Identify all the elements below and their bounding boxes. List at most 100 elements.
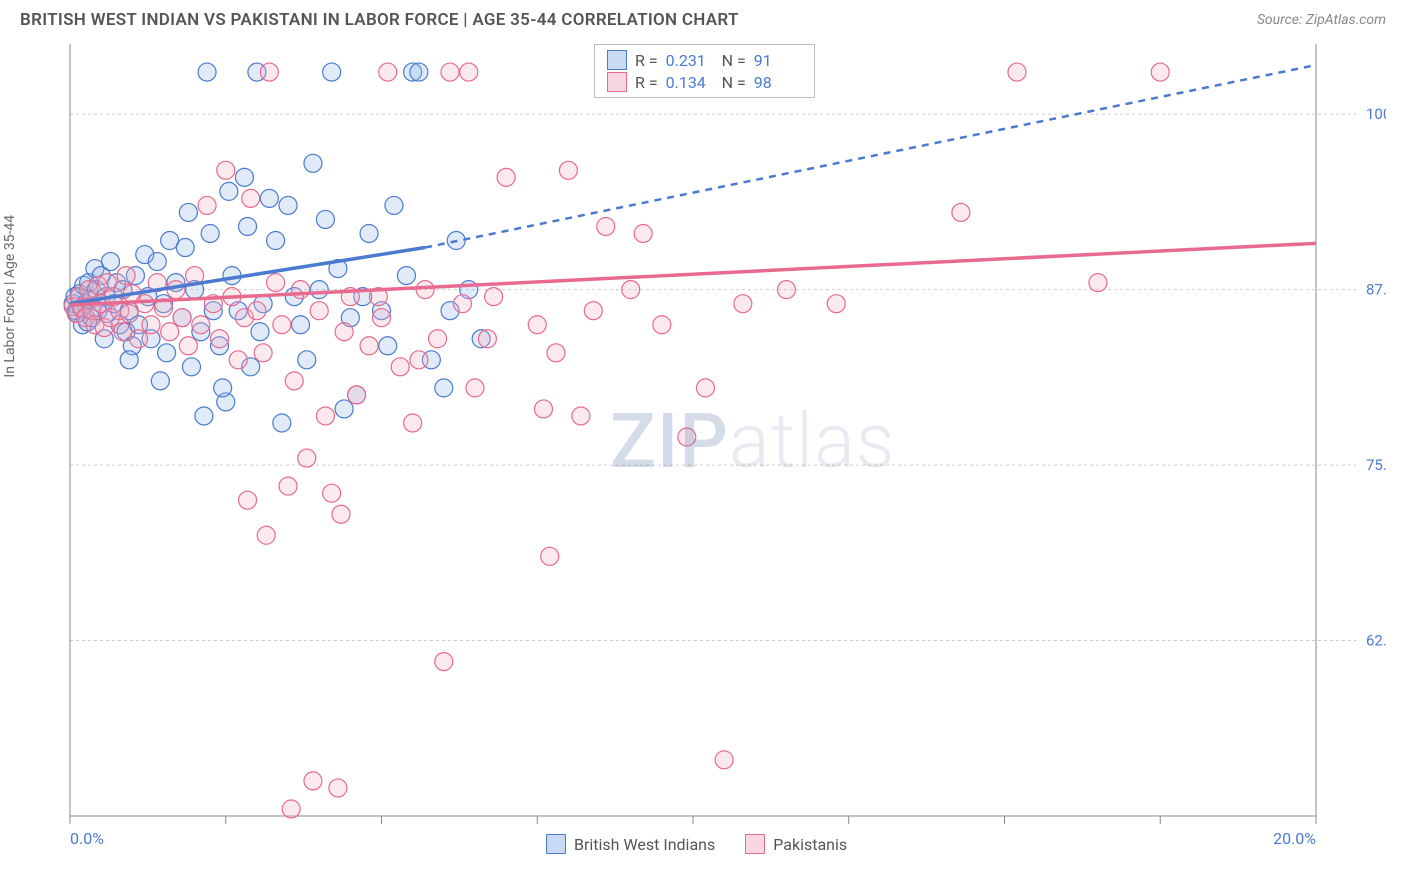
data-point [235,168,253,186]
data-point [323,484,341,502]
data-point [734,295,752,313]
data-point [696,379,714,397]
legend-swatch [745,834,765,854]
data-point [335,400,353,418]
chart-area: In Labor Force | Age 35-44 62.5%75.0%87.… [20,36,1386,866]
data-point [323,63,341,81]
data-point [142,316,160,334]
data-point [217,161,235,179]
data-point [279,196,297,214]
data-point [528,316,546,334]
data-point [229,351,247,369]
data-point [634,224,652,242]
scatter-chart: 62.5%75.0%87.5%100.0%0.0%20.0% [20,36,1386,866]
series-legend: British West Indians Pakistanis [546,834,847,854]
legend-n-value: 98 [754,73,802,92]
data-point [1151,63,1169,81]
data-point [715,751,733,769]
chart-header: BRITISH WEST INDIAN VS PAKISTANI IN LABO… [0,0,1406,36]
data-point [173,309,191,327]
data-point [257,526,275,544]
data-point [211,330,229,348]
data-point [777,281,795,299]
data-point [148,253,166,271]
chart-source: Source: ZipAtlas.com [1257,12,1386,28]
data-point [214,379,232,397]
data-point [292,316,310,334]
legend-n-value: 91 [754,51,802,70]
data-point [622,281,640,299]
data-point [453,295,471,313]
legend-row: R =0.231N =91 [595,49,814,71]
data-point [547,344,565,362]
data-point [391,358,409,376]
legend-row: R =0.134N =98 [595,71,814,93]
data-point [1089,274,1107,292]
y-tick-label: 62.5% [1366,632,1386,650]
x-tick-label: 20.0% [1273,829,1316,848]
correlation-legend: R =0.231N =91R =0.134N =98 [594,44,815,98]
data-point [267,274,285,292]
data-point [497,168,515,186]
data-point [273,414,291,432]
data-point [310,302,328,320]
data-point [195,407,213,425]
data-point [198,196,216,214]
data-point [466,379,484,397]
x-tick-label: 0.0% [70,829,104,848]
data-point [385,196,403,214]
legend-n-label: N = [722,73,746,92]
data-point [410,63,428,81]
data-point [179,203,197,221]
data-point [242,189,260,207]
legend-swatch [607,50,627,70]
data-point [584,302,602,320]
data-point [136,295,154,313]
y-axis-title: In Labor Force | Age 35-44 [2,215,18,378]
data-point [285,372,303,390]
data-point [117,267,135,285]
data-point [559,161,577,179]
data-point [952,203,970,221]
data-point [678,428,696,446]
data-point [239,491,257,509]
data-point [273,316,291,334]
data-point [220,182,238,200]
data-point [182,358,200,376]
data-point [248,302,266,320]
trend-line-extrapolated [425,65,1316,247]
data-point [416,281,434,299]
legend-swatch [607,72,627,92]
data-point [120,304,138,322]
y-tick-label: 75.0% [1366,456,1386,474]
data-point [260,63,278,81]
legend-series-name: Pakistanis [773,835,847,854]
data-point [239,217,257,235]
data-point [429,330,447,348]
data-point [360,224,378,242]
data-point [179,337,197,355]
data-point [360,337,378,355]
data-point [176,239,194,257]
data-point [1008,63,1026,81]
data-point [279,477,297,495]
data-point [198,63,216,81]
data-point [316,210,334,228]
data-point [572,407,590,425]
data-point [827,295,845,313]
data-point [404,414,422,432]
data-point [101,253,119,271]
legend-series-name: British West Indians [574,835,715,854]
data-point [251,323,269,341]
data-point [292,281,310,299]
data-point [304,772,322,790]
data-point [397,267,415,285]
legend-r-label: R = [635,51,658,70]
data-point [298,351,316,369]
data-point [316,407,334,425]
legend-r-label: R = [635,73,658,92]
legend-item: British West Indians [546,834,715,854]
data-point [310,281,328,299]
data-point [120,351,138,369]
data-point [158,344,176,362]
